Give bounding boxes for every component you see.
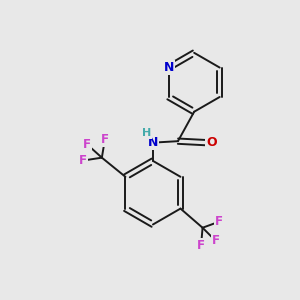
Text: F: F [197, 239, 205, 252]
Text: N: N [164, 61, 174, 74]
Text: F: F [101, 134, 109, 146]
Text: F: F [79, 154, 87, 167]
Text: O: O [206, 136, 217, 149]
Text: N: N [148, 136, 158, 149]
Text: H: H [142, 128, 151, 138]
Text: F: F [215, 215, 223, 228]
Text: F: F [212, 235, 220, 248]
Text: F: F [83, 138, 91, 151]
